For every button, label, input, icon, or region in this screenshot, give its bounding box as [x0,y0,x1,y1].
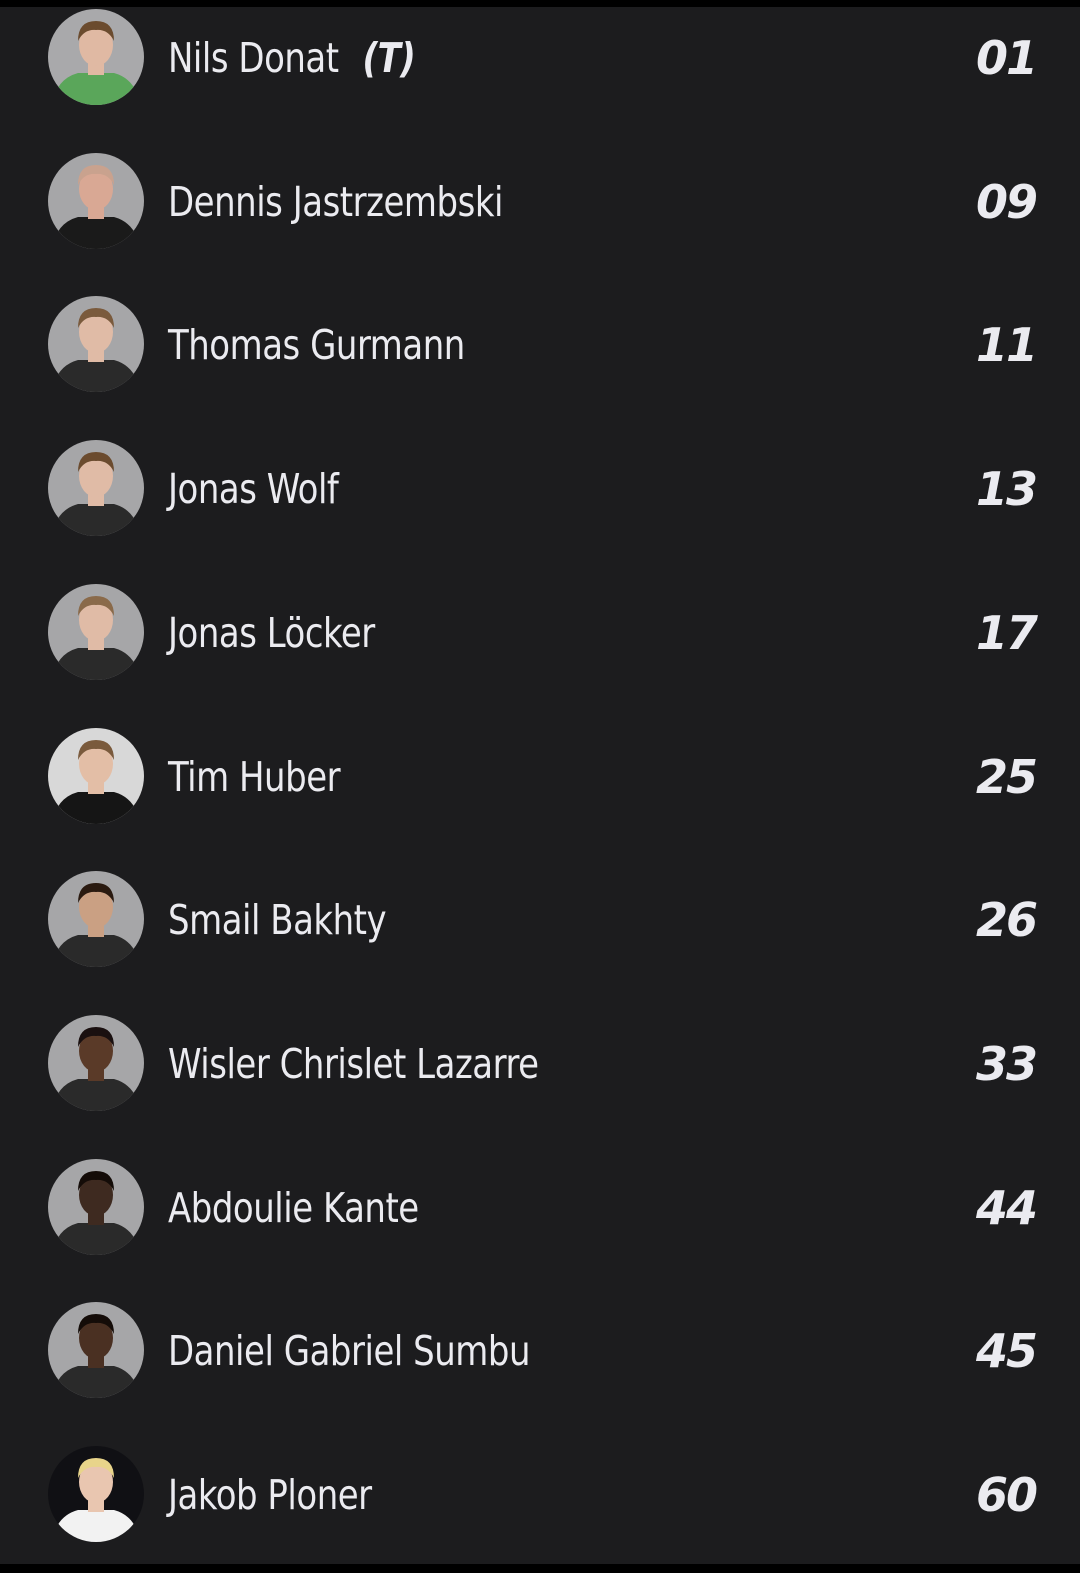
player-row[interactable]: Jonas Wolf 13 [0,417,1080,560]
goalkeeper-tag: (T) [362,34,416,82]
player-avatar [48,1014,144,1111]
player-number: 11 [975,318,1038,373]
player-name: Nils Donat (T) [168,34,416,82]
player-number: 44 [975,1180,1038,1235]
player-row[interactable]: Thomas Gurmann 11 [0,273,1080,416]
player-number: 60 [975,1468,1038,1522]
player-row[interactable]: Jonas Löcker 17 [0,561,1080,704]
player-row[interactable]: Nils Donat (T) 01 [0,0,1080,129]
player-avatar [48,583,144,680]
player-row[interactable]: Abdoulie Kante 44 [0,1136,1080,1279]
player-row[interactable]: Daniel Gabriel Sumbu 45 [0,1279,1080,1422]
player-row[interactable]: Jakob Ploner 60 [0,1423,1080,1566]
player-name: Abdoulie Kante [168,1183,419,1232]
player-avatar [48,296,144,393]
player-name: Thomas Gurmann [168,321,465,370]
player-avatar [48,871,144,968]
player-avatar [48,727,144,824]
player-number: 25 [975,749,1038,804]
player-avatar [48,440,144,537]
player-avatar [48,152,144,249]
player-number: 01 [975,31,1038,85]
player-name: Wisler Chrislet Lazarre [168,1039,539,1088]
player-row[interactable]: Tim Huber 25 [0,705,1080,848]
player-row[interactable]: Dennis Jastrzembski 09 [0,130,1080,273]
player-name: Tim Huber [168,752,341,801]
player-number: 09 [975,174,1038,229]
player-name: Jonas Löcker [168,608,375,657]
player-avatar [48,1446,144,1542]
player-name: Dennis Jastrzembski [168,177,503,226]
player-avatar [48,1302,144,1399]
player-number: 13 [975,462,1038,517]
player-row[interactable]: Wisler Chrislet Lazarre 33 [0,992,1080,1135]
player-name: Smail Bakhty [168,896,387,945]
player-number: 26 [975,893,1038,948]
player-name: Jakob Ploner [168,1471,372,1519]
player-avatar [48,1158,144,1255]
player-number: 17 [975,605,1038,660]
player-list: Nils Donat (T) 01 Dennis Jastrzembski 09 … [0,7,1080,1564]
player-number: 45 [975,1324,1038,1379]
player-name: Jonas Wolf [168,465,339,514]
player-row[interactable]: Smail Bakhty 26 [0,848,1080,991]
player-number: 33 [975,1036,1038,1091]
player-name: Daniel Gabriel Sumbu [168,1327,531,1376]
player-avatar [48,9,144,105]
